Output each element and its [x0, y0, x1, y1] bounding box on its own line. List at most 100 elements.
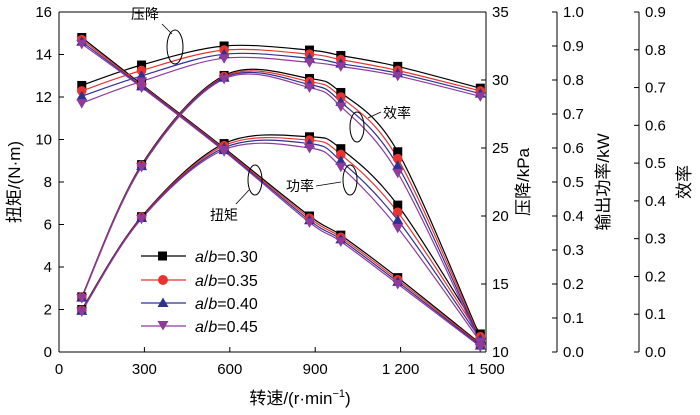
- y-tick-label-pressure: 10: [492, 344, 509, 361]
- y-tick-label-torque: 0: [44, 344, 52, 361]
- series-3-power-point-1: [136, 214, 148, 225]
- series-3-pressure-point-3: [304, 58, 316, 68]
- y-tick-label-efficiency: 0.1: [645, 306, 666, 323]
- annotation-pressure: 压降: [131, 6, 184, 65]
- y-tick-label-efficiency: 0.9: [645, 4, 666, 21]
- y-tick-label-torque: 10: [35, 132, 52, 149]
- y-tick-label-efficiency: 0.2: [645, 268, 666, 285]
- y-tick-label-power: 1.0: [563, 4, 584, 21]
- legend-item-1: a/b=0.35: [141, 273, 258, 290]
- y-tick-label-efficiency: 0.5: [645, 155, 666, 172]
- y-tick-label-pressure: 20: [492, 208, 509, 225]
- series-2-power-point-5: [392, 214, 404, 225]
- annotation-torque: 扭矩: [210, 164, 263, 223]
- x-tick-label: 600: [217, 361, 242, 378]
- series-0-efficiency-point-5: [393, 147, 403, 157]
- series-3-efficiency-point-2: [218, 74, 230, 85]
- series-3-torque-point-4: [335, 237, 347, 247]
- y-tick-label-power: 0.3: [563, 242, 584, 259]
- series-2-efficiency-point-5: [392, 160, 404, 170]
- series-3-torque-point-0: [76, 39, 88, 50]
- series-3-efficiency-point-5: [392, 168, 404, 179]
- legend: a/b=0.30 a/b=0.35 a/b=0.40 a/b=0.45: [141, 249, 258, 336]
- y-tick-label-torque: 14: [35, 47, 52, 64]
- y-tick-label-power: 0.1: [563, 310, 584, 327]
- x-tick-label: 0: [55, 361, 63, 378]
- y-tick-label-power: 0.8: [563, 72, 584, 89]
- series-3-efficiency-point-3: [304, 83, 316, 94]
- legend-label-3: a/b=0.45: [195, 319, 258, 336]
- annotation-pressure-label: 压降: [131, 6, 159, 22]
- series-3-pressure-point-1: [136, 77, 148, 87]
- y-tick-label-power: 0.2: [563, 276, 584, 293]
- y-tick-label-efficiency: 0.0: [645, 344, 666, 361]
- x-tick-label: 1 500: [467, 361, 505, 378]
- y-tick-label-torque: 2: [44, 302, 52, 319]
- series-3-torque-point-3: [304, 218, 316, 228]
- annotation-efficiency-label: 效率: [383, 105, 411, 121]
- y-tick-label-power: 0.0: [563, 344, 584, 361]
- series-3-efficiency-point-1: [136, 162, 148, 173]
- series-3-torque-point-5: [392, 280, 404, 290]
- y-tick-label-efficiency: 0.8: [645, 42, 666, 59]
- annotation-torque-label: 扭矩: [210, 207, 238, 223]
- y-tick-label-torque: 6: [44, 217, 52, 234]
- series-2-pressure-point-0: [76, 90, 88, 101]
- series-1-efficiency-point-5: [392, 153, 403, 164]
- series-1-efficiency-line: [81, 70, 481, 340]
- y-tick-label-torque: 4: [44, 259, 52, 276]
- annotation-efficiency: 效率: [349, 105, 411, 143]
- y-tick-label-power: 0.9: [563, 38, 584, 55]
- x-tick-label: 300: [132, 361, 157, 378]
- y-tick-label-pressure: 30: [492, 72, 509, 89]
- series-3-torque-point-6: [474, 342, 486, 353]
- y-tick-label-pressure: 15: [492, 276, 509, 293]
- series-3-pressure-point-6: [474, 92, 486, 102]
- series-1-power-point-5: [392, 207, 403, 218]
- y-tick-label-power: 0.4: [563, 208, 584, 225]
- legend-label-1: a/b=0.35: [195, 273, 258, 290]
- series-3-pressure-point-4: [335, 62, 347, 72]
- y-tick-label-torque: 12: [35, 89, 52, 106]
- series-3-pressure-point-5: [392, 71, 404, 82]
- series-3-pressure-point-2: [218, 54, 230, 64]
- y-tick-label-efficiency: 0.3: [645, 231, 666, 248]
- x-tick-label: 900: [303, 361, 328, 378]
- series-3-pressure-point-0: [76, 99, 88, 109]
- series-3-torque-point-2: [218, 147, 230, 157]
- chart-markers: [76, 33, 486, 353]
- series-3-efficiency-point-0: [76, 293, 88, 304]
- series-3-efficiency-line: [81, 73, 481, 343]
- series-2-efficiency-line: [81, 71, 481, 341]
- y-tick-label-pressure: 35: [492, 4, 509, 21]
- series-1-power-point-4: [336, 149, 346, 160]
- legend-item-2: a/b=0.40: [141, 296, 258, 313]
- y-tick-label-power: 0.5: [563, 174, 584, 191]
- series-0-power-point-4: [336, 144, 346, 154]
- x-tick-label: 1 200: [382, 361, 420, 378]
- legend-label-2: a/b=0.40: [195, 296, 258, 313]
- x-axis-title: 转速/(r·min−1): [249, 388, 350, 408]
- y-tick-label-efficiency: 0.4: [645, 193, 666, 210]
- y-tick-label-efficiency: 0.6: [645, 117, 666, 134]
- y-axis-title-power: 输出功率/kW: [594, 133, 613, 230]
- y-tick-label-power: 0.6: [563, 140, 584, 157]
- legend-item-3: a/b=0.45: [141, 319, 258, 336]
- annotation-power-label: 功率: [286, 178, 314, 194]
- series-0-pressure-point-0: [77, 80, 87, 90]
- series-3-power-point-0: [76, 307, 88, 318]
- y-tick-label-torque: 8: [44, 174, 52, 191]
- y-tick-label-torque: 16: [35, 4, 52, 21]
- series-0-power-point-5: [393, 200, 403, 210]
- y-tick-label-efficiency: 0.7: [645, 80, 666, 97]
- series-3-power-line: [81, 142, 481, 343]
- series-3-power-point-4: [335, 162, 347, 173]
- series-3-power-point-3: [304, 144, 316, 154]
- y-axis-title-torque: 扭矩/(N·m): [5, 141, 24, 223]
- legend-item-0: a/b=0.30: [141, 249, 258, 266]
- series-3-power-point-5: [392, 223, 404, 234]
- series-3-torque-point-1: [136, 83, 148, 93]
- series-3-power-point-6: [474, 337, 486, 348]
- legend-label-0: a/b=0.30: [195, 249, 258, 266]
